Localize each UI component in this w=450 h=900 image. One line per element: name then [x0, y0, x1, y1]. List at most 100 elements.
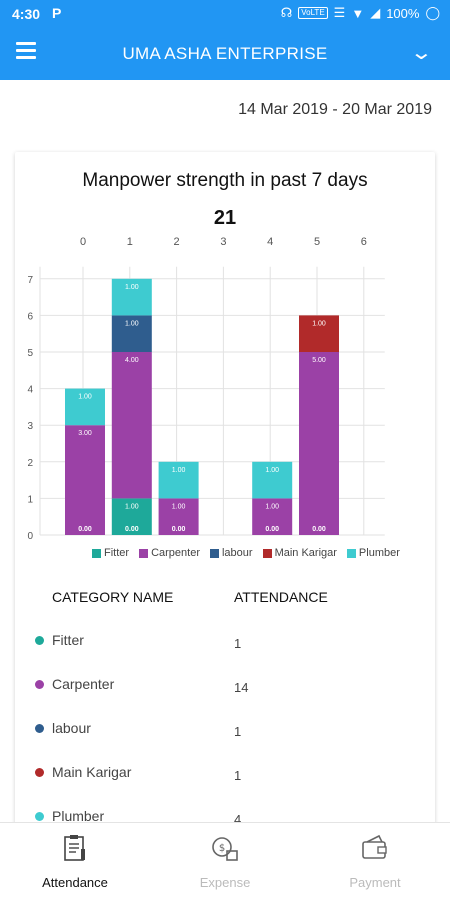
legend-label: Main Karigar — [274, 547, 337, 559]
nav-payment[interactable]: Payment — [300, 823, 450, 900]
status-icons: ☊ VoLTE ☰ ▼ ◢ 100% ◯ — [281, 5, 440, 21]
table-row: Main Karigar 1 — [0, 759, 450, 803]
bar-value-label: 1.00 — [172, 503, 186, 510]
bar-segment-fitter — [111, 498, 152, 535]
bar-value-label: 1.00 — [125, 284, 139, 291]
bar-base-label: 0.00 — [125, 526, 139, 533]
legend-item: labour — [209, 547, 253, 559]
attendance-value: 1 — [234, 768, 242, 783]
table-header-category: CATEGORY NAME — [52, 589, 174, 605]
attendance-value: 1 — [234, 724, 242, 739]
bar-segment-labour — [111, 315, 152, 352]
nav-attendance-label: Attendance — [42, 875, 108, 890]
bar-segment-carpenter — [65, 425, 105, 535]
category-color-dot — [35, 768, 44, 777]
bar-value-label: 1.00 — [312, 320, 326, 327]
x-tick-label: 4 — [267, 236, 273, 248]
bar-base-label: 0.00 — [172, 526, 186, 533]
legend-swatch — [262, 548, 272, 558]
y-tick-label: 1 — [27, 494, 33, 505]
vibrate-icon: ☰ — [333, 5, 346, 20]
category-name: labour — [52, 720, 91, 736]
y-tick-label: 3 — [27, 421, 33, 432]
nav-expense[interactable]: $ Expense — [150, 823, 300, 900]
chevron-down-icon[interactable]: ⌄ — [409, 42, 434, 64]
legend-item: Plumber — [346, 547, 400, 559]
x-tick-label: 1 — [127, 236, 133, 248]
category-color-dot — [35, 724, 44, 733]
signal-icon: ◢ — [370, 5, 381, 20]
y-tick-label: 7 — [27, 275, 33, 286]
y-tick-label: 2 — [27, 458, 33, 469]
bar-value-label: 1.00 — [265, 503, 279, 510]
category-color-dot — [35, 636, 44, 645]
category-name: Plumber — [52, 808, 105, 824]
table-row: Plumber 4 — [0, 803, 450, 847]
y-tick-label: 4 — [27, 385, 33, 396]
x-tick-label: 2 — [174, 236, 180, 248]
attendance-value: 1 — [234, 636, 242, 651]
x-tick-label: 5 — [314, 236, 320, 248]
legend-swatch — [209, 548, 219, 558]
bar-segment-carpenter — [252, 498, 293, 535]
bottom-navigation: Attendance $ Expense Payment — [0, 822, 450, 900]
attendance-value: 4 — [234, 812, 242, 827]
bar-value-label: 4.00 — [125, 357, 139, 364]
bar-value-label: 1.00 — [172, 467, 186, 474]
bar-value-label: 1.00 — [265, 467, 279, 474]
bar-value-label: 1.00 — [125, 320, 139, 327]
legend-item: Fitter — [92, 547, 129, 559]
bar-base-label: 0.00 — [312, 526, 326, 533]
legend-item: Main Karigar — [262, 547, 337, 559]
bar-value-label: 3.00 — [78, 430, 92, 437]
y-tick-label: 0 — [27, 531, 33, 542]
status-bar: 4:30 P ☊ VoLTE ☰ ▼ ◢ 100% ◯ — [0, 0, 450, 28]
bar-segment-plumber — [158, 461, 199, 499]
table-row: Fitter 1 — [0, 627, 450, 671]
x-tick-label: 3 — [220, 236, 226, 248]
date-range[interactable]: 14 Mar 2019 - 20 Mar 2019 — [238, 101, 432, 118]
bar-segment-carpenter — [299, 352, 339, 535]
bar-segment-carpenter — [158, 498, 199, 535]
category-name: Carpenter — [52, 676, 115, 692]
bar-segment-plumber — [65, 388, 105, 426]
legend-swatch — [139, 548, 149, 558]
legend-swatch — [92, 548, 101, 558]
app-bar: UMA ASHA ENTERPRISE ⌄ — [0, 28, 450, 80]
legend-label: labour — [221, 547, 253, 559]
chart-title: Manpower strength in past 7 days — [82, 170, 368, 191]
hamburger-menu-icon[interactable] — [16, 42, 36, 60]
attendance-clipboard-icon — [64, 835, 85, 861]
category-name: Fitter — [52, 632, 84, 648]
legend-label: Fitter — [104, 547, 130, 559]
payment-wallet-icon — [362, 834, 387, 859]
bar-value-label: 1.00 — [125, 503, 139, 510]
x-tick-label: 6 — [361, 236, 367, 248]
attendance-value: 14 — [234, 680, 249, 695]
bar-segment-plumber — [252, 461, 293, 499]
table-row: labour 1 — [0, 715, 450, 759]
table-row: Carpenter 14 — [0, 671, 450, 715]
chart-total: 21 — [213, 207, 237, 229]
bar-base-label: 0.00 — [78, 526, 92, 533]
legend-item: Carpenter — [139, 547, 200, 559]
category-color-dot — [35, 680, 44, 689]
nav-expense-label: Expense — [199, 875, 251, 890]
expense-money-icon: $ — [212, 837, 238, 861]
notification-p-icon: P — [52, 5, 62, 21]
nav-payment-label: Payment — [349, 875, 401, 890]
category-color-dot — [35, 812, 44, 821]
nav-attendance[interactable]: Attendance — [0, 823, 150, 900]
status-time: 4:30 — [12, 6, 41, 22]
bar-segment-carpenter — [111, 352, 152, 499]
legend-label: Carpenter — [151, 547, 200, 559]
table-header-attendance: ATTENDANCE — [234, 589, 328, 605]
bar-value-label: 1.00 — [78, 394, 92, 401]
y-tick-label: 6 — [27, 311, 33, 322]
chart-legend: Fitter Carpenter labour Main Karigar Plumber — [92, 547, 400, 559]
bar-base-label: 0.00 — [265, 526, 279, 533]
volte-badge: VoLTE — [298, 7, 328, 19]
y-tick-label: 5 — [27, 348, 33, 359]
bar-value-label: 5.00 — [312, 357, 326, 364]
app-title: UMA ASHA ENTERPRISE — [122, 44, 328, 63]
